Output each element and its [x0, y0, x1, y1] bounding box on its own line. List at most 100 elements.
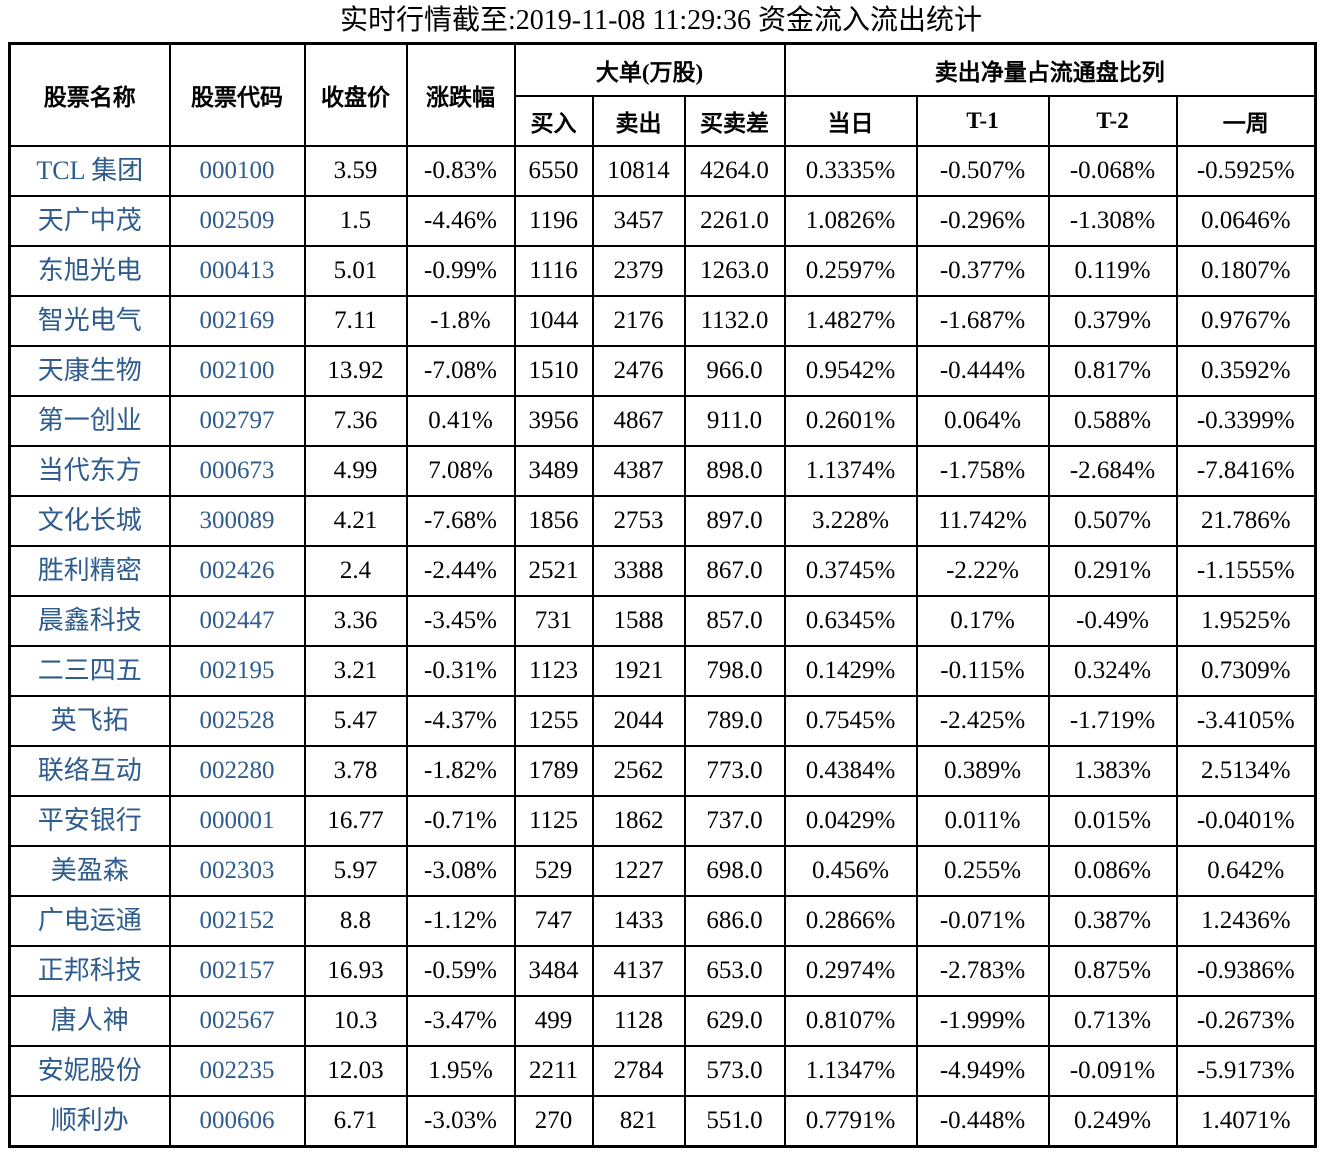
sell-cell: 1862	[591, 795, 686, 847]
close-cell: 8.8	[303, 895, 408, 947]
code-cell: 300089	[168, 495, 306, 547]
sell-cell: 4137	[591, 945, 686, 997]
name-cell: 平安银行	[8, 795, 171, 847]
sell-cell: 2784	[591, 1045, 686, 1097]
t1-cell: -4.949%	[915, 1045, 1050, 1097]
week-cell: 21.786%	[1175, 495, 1317, 547]
change-cell: -0.71%	[405, 795, 516, 847]
col-group-big-order: 大单(万股)	[513, 42, 786, 97]
day-cell: 0.2866%	[783, 895, 918, 947]
table-row: 胜利精密 002426 2.4 -2.44% 2521 3388 867.0 0.3745% -…	[8, 545, 1317, 597]
change-cell: -0.99%	[405, 245, 516, 297]
sell-cell: 4387	[591, 445, 686, 497]
sell-cell: 2753	[591, 495, 686, 547]
t2-cell: 0.817%	[1047, 345, 1178, 397]
table-row: 正邦科技 002157 16.93 -0.59% 3484 4137 653.0 0.2974…	[8, 945, 1317, 997]
t2-cell: 0.324%	[1047, 645, 1178, 697]
change-cell: -7.08%	[405, 345, 516, 397]
day-cell: 0.3335%	[783, 145, 918, 197]
day-cell: 3.228%	[783, 495, 918, 547]
code-cell: 000673	[168, 445, 306, 497]
table-row: 安妮股份 002235 12.03 1.95% 2211 2784 573.0 1.1347%…	[8, 1045, 1317, 1097]
t1-cell: -2.22%	[915, 545, 1050, 597]
day-cell: 0.8107%	[783, 995, 918, 1047]
close-cell: 4.99	[303, 445, 408, 497]
close-cell: 5.47	[303, 695, 408, 747]
t2-cell: -0.068%	[1047, 145, 1178, 197]
diff-cell: 867.0	[683, 545, 786, 597]
week-cell: 0.3592%	[1175, 345, 1317, 397]
col-header-stock-name: 股票名称	[8, 42, 171, 147]
day-cell: 1.4827%	[783, 295, 918, 347]
day-cell: 0.9542%	[783, 345, 918, 397]
week-cell: 0.9767%	[1175, 295, 1317, 347]
week-cell: -0.9386%	[1175, 945, 1317, 997]
t1-cell: -0.071%	[915, 895, 1050, 947]
sell-cell: 1128	[591, 995, 686, 1047]
code-cell: 002100	[168, 345, 306, 397]
week-cell: -1.1555%	[1175, 545, 1317, 597]
t2-cell: -2.684%	[1047, 445, 1178, 497]
week-cell: -3.4105%	[1175, 695, 1317, 747]
table-row: 美盈森 002303 5.97 -3.08% 529 1227 698.0 0.456% 0.2…	[8, 845, 1317, 897]
col-header-day: 当日	[783, 95, 918, 147]
buy-cell: 747	[513, 895, 594, 947]
week-cell: 0.1807%	[1175, 245, 1317, 297]
name-cell: TCL 集团	[8, 145, 171, 197]
day-cell: 0.7791%	[783, 1095, 918, 1148]
name-cell: 顺利办	[8, 1095, 171, 1148]
buy-cell: 2521	[513, 545, 594, 597]
sell-cell: 1433	[591, 895, 686, 947]
week-cell: 1.2436%	[1175, 895, 1317, 947]
week-cell: -0.2673%	[1175, 995, 1317, 1047]
code-cell: 000413	[168, 245, 306, 297]
table-row: 当代东方 000673 4.99 7.08% 3489 4387 898.0 1.1374% -…	[8, 445, 1317, 497]
week-cell: 1.9525%	[1175, 595, 1317, 647]
t1-cell: -0.448%	[915, 1095, 1050, 1148]
col-header-buy: 买入	[513, 95, 594, 147]
diff-cell: 629.0	[683, 995, 786, 1047]
t2-cell: 1.383%	[1047, 745, 1178, 797]
col-header-close-price: 收盘价	[303, 42, 408, 147]
sell-cell: 2379	[591, 245, 686, 297]
t1-cell: -1.758%	[915, 445, 1050, 497]
code-cell: 002152	[168, 895, 306, 947]
week-cell: 0.7309%	[1175, 645, 1317, 697]
week-cell: 0.0646%	[1175, 195, 1317, 247]
t1-cell: -2.783%	[915, 945, 1050, 997]
table-row: 天康生物 002100 13.92 -7.08% 1510 2476 966.0 0.9542…	[8, 345, 1317, 397]
table-row: 晨鑫科技 002447 3.36 -3.45% 731 1588 857.0 0.6345% 0…	[8, 595, 1317, 647]
buy-cell: 731	[513, 595, 594, 647]
change-cell: -0.59%	[405, 945, 516, 997]
code-cell: 002797	[168, 395, 306, 447]
change-cell: -3.03%	[405, 1095, 516, 1148]
code-cell: 002447	[168, 595, 306, 647]
page-title: 实时行情截至:2019-11-08 11:29:36 资金流入流出统计	[340, 5, 982, 36]
code-cell: 002195	[168, 645, 306, 697]
change-cell: -3.45%	[405, 595, 516, 647]
t1-cell: 0.389%	[915, 745, 1050, 797]
buy-cell: 1255	[513, 695, 594, 747]
t2-cell: 0.387%	[1047, 895, 1178, 947]
day-cell: 0.6345%	[783, 595, 918, 647]
day-cell: 1.1347%	[783, 1045, 918, 1097]
name-cell: 联络互动	[8, 745, 171, 797]
sell-cell: 2562	[591, 745, 686, 797]
t2-cell: 0.588%	[1047, 395, 1178, 447]
name-cell: 晨鑫科技	[8, 595, 171, 647]
t2-cell: 0.086%	[1047, 845, 1178, 897]
change-cell: -4.46%	[405, 195, 516, 247]
table-row: 二三四五 002195 3.21 -0.31% 1123 1921 798.0 0.1429%…	[8, 645, 1317, 697]
sell-cell: 4867	[591, 395, 686, 447]
diff-cell: 857.0	[683, 595, 786, 647]
diff-cell: 698.0	[683, 845, 786, 897]
diff-cell: 773.0	[683, 745, 786, 797]
change-cell: 1.95%	[405, 1045, 516, 1097]
change-cell: 7.08%	[405, 445, 516, 497]
buy-cell: 3956	[513, 395, 594, 447]
change-cell: -7.68%	[405, 495, 516, 547]
t1-cell: 0.255%	[915, 845, 1050, 897]
close-cell: 16.93	[303, 945, 408, 997]
t2-cell: 0.249%	[1047, 1095, 1178, 1148]
code-cell: 000100	[168, 145, 306, 197]
